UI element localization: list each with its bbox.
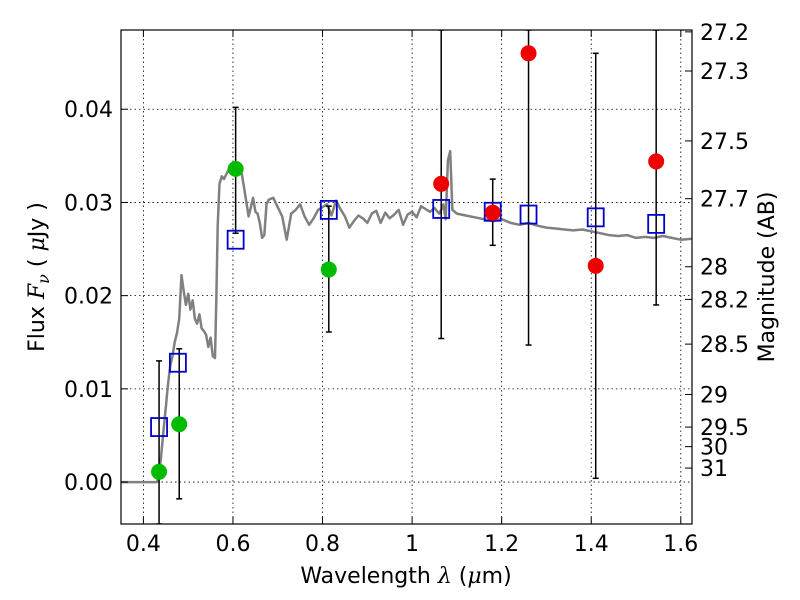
x-tick-label: 1.2 [484, 532, 519, 557]
x-axis-title: Wavelength λ (μm) [300, 564, 511, 589]
model-square-marker [150, 417, 168, 437]
x-tick-label: 0.8 [305, 532, 340, 557]
non-detection-marker [520, 45, 537, 62]
y-tick-label: 0.03 [64, 191, 113, 216]
plot-frame [120, 29, 693, 525]
x-tick-label: 1.6 [663, 532, 698, 557]
y2-tick-label: 31 [700, 457, 728, 482]
model-square-marker [483, 201, 502, 222]
detection-marker [227, 160, 244, 177]
non-detection-marker [433, 175, 450, 192]
model-square-marker [226, 229, 245, 250]
model-square-marker [519, 204, 538, 225]
x-tick-label: 1.4 [574, 532, 609, 557]
detection-marker [320, 261, 337, 278]
model-square-marker [647, 213, 666, 234]
y-tick-label: 0.04 [64, 98, 113, 123]
y2-tick-label: 30 [700, 436, 728, 461]
y2-tick-label: 28.5 [700, 333, 749, 358]
model-square-marker [586, 207, 605, 228]
y2-axis-title: Magnitude (AB) [755, 192, 780, 363]
y-tick-label: 0.00 [64, 471, 113, 496]
y-tick-label: 0.01 [64, 378, 113, 403]
y-axis-title: Flux Fν ( μJy ) [25, 202, 53, 352]
model-square-marker [168, 352, 187, 373]
model-square-marker [319, 199, 338, 220]
y2-tick-label: 29.5 [700, 416, 749, 441]
non-detection-marker [648, 153, 665, 170]
detection-marker [171, 416, 188, 433]
sed-line [121, 149, 692, 484]
y2-tick-label: 27.7 [700, 188, 749, 213]
y2-tick-label: 29 [700, 383, 728, 408]
plot-area [121, 30, 692, 524]
y2-tick-label: 27.5 [700, 130, 749, 155]
sed-line-layer [121, 149, 692, 484]
non-detection-marker [484, 204, 501, 221]
y2-tick-label: 28.2 [700, 288, 749, 313]
y2-tick-label: 28 [700, 256, 728, 281]
y2-tick-label: 27.2 [700, 21, 749, 46]
x-tick-label: 0.4 [126, 532, 161, 557]
marker-layer [150, 45, 666, 480]
x-tick-label: 0.6 [215, 532, 250, 557]
tick-layer: 0.4 0.6 0.8 1 1.2 1.4 1.6 0.00 0.01 0.02 0.03 0.04 2… [64, 21, 749, 557]
detection-marker [151, 463, 168, 480]
x-tick-label: 1 [405, 532, 419, 557]
model-square-marker [432, 199, 451, 219]
y-tick-label: 0.02 [64, 285, 113, 310]
non-detection-marker [587, 257, 604, 274]
y2-tick-label: 27.3 [700, 60, 749, 85]
